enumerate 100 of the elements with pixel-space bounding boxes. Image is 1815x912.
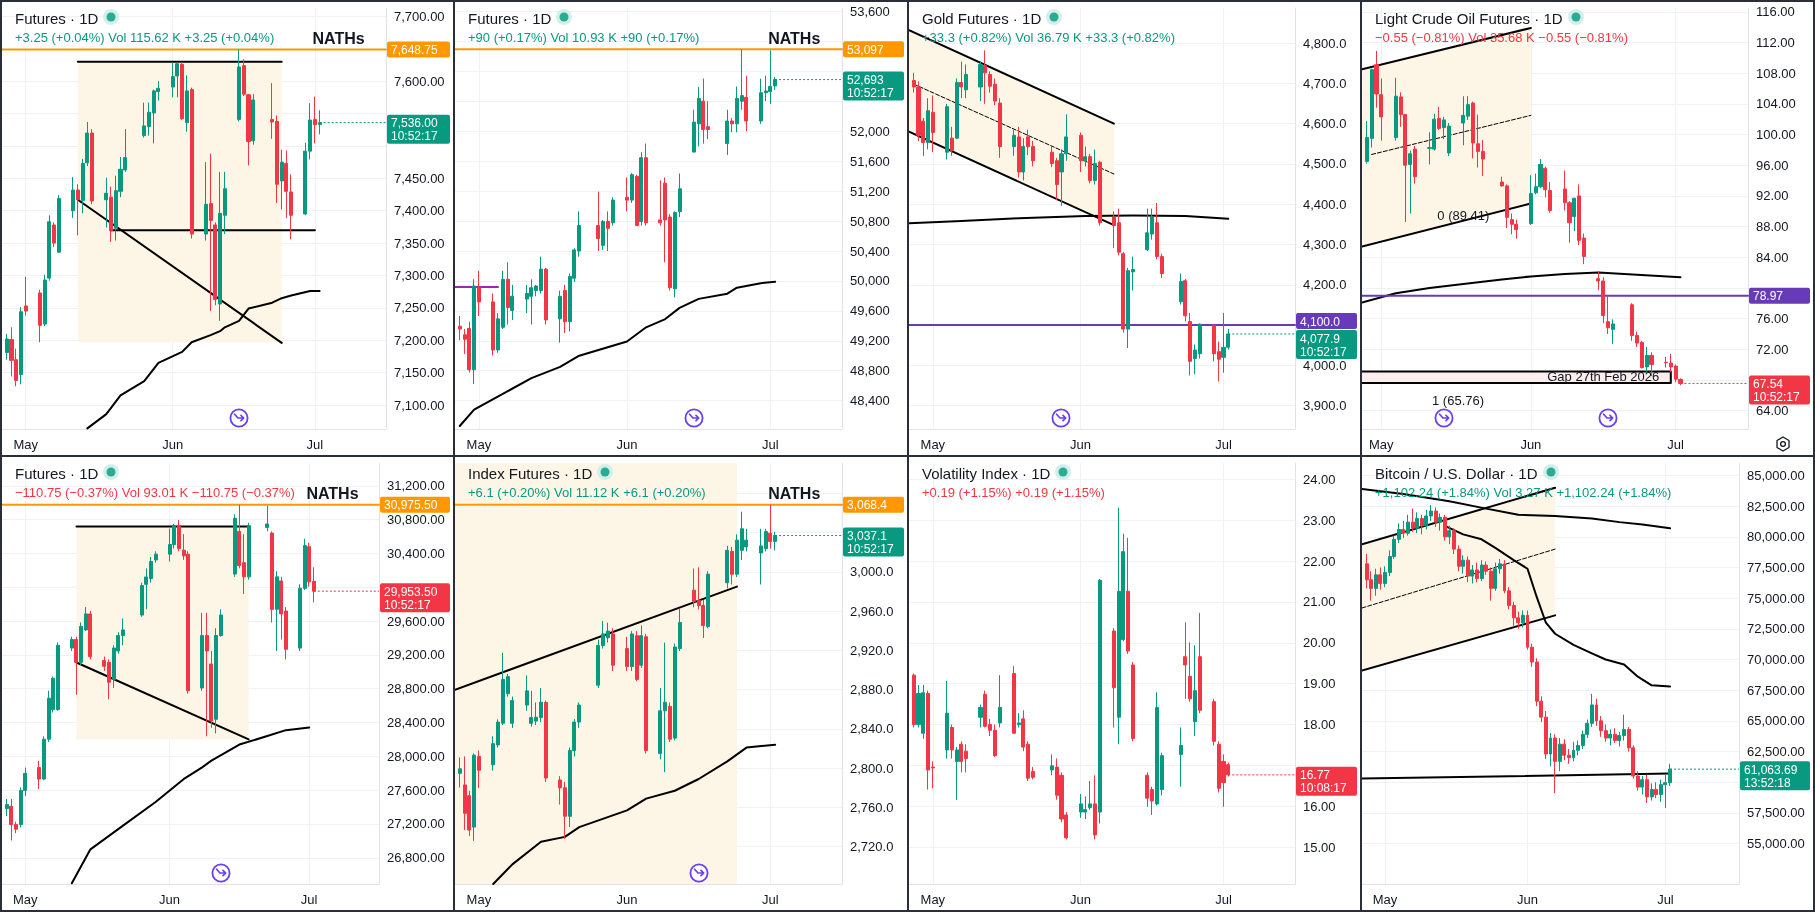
chart-title: Bitcoin / U.S. Dollar · 1D [1375, 465, 1538, 482]
y-tick-label: 2,800.0 [850, 760, 894, 776]
text: −110.75 (−0.37%) Vol 93.01 K −110.75 (−0.37%) [15, 485, 295, 500]
ref-line-label: 3,068.4 [847, 498, 888, 513]
y-tick-label: 51,200 [850, 183, 890, 199]
y-tick-label: 50,400 [850, 243, 890, 259]
y-tick-label: 4,300.0 [1303, 236, 1347, 252]
y-tick-label: 55,000.00 [1747, 836, 1805, 852]
annotation: 7,536.00 10:52:17 [391, 116, 439, 144]
y-tick-label: 49,200 [850, 333, 890, 349]
annotation: 67.54 10:52:17 [1753, 376, 1801, 404]
x-tick-label: Jul [762, 892, 779, 907]
annotation: 16.77 10:08:17 [1300, 768, 1348, 796]
y-tick-label: 4,500.0 [1303, 156, 1347, 172]
y-tick-label: 28,400.00 [387, 715, 445, 731]
x-tick-label: May [466, 437, 492, 452]
x-tick-label: Jul [300, 892, 318, 907]
y-tick-label: 15.00 [1303, 839, 1336, 855]
y-tick-label: 77,500.00 [1747, 560, 1805, 576]
text: +6.1 (+0.20%) Vol 11.12 K +6.1 (+0.20%) [468, 485, 706, 500]
y-tick-label: 53,600 [850, 4, 890, 20]
x-tick-label: Jun [1517, 892, 1538, 907]
y-tick-label: 85,000.00 [1747, 468, 1805, 484]
x-tick-label: May [13, 437, 39, 452]
x-tick-label: Jun [616, 892, 638, 907]
y-tick-label: 72.00 [1756, 341, 1789, 357]
y-tick-label: 21.00 [1303, 594, 1336, 610]
chart-title: Volatility Index · 1D [922, 465, 1051, 482]
annotation: 1 (65.76) [1432, 393, 1485, 408]
y-tick-label: 2,720.0 [850, 839, 894, 855]
x-tick-label: Jul [1215, 892, 1232, 907]
y-tick-label: 7,400.00 [394, 203, 445, 219]
annotation: 3,037.1 10:52:17 [847, 529, 895, 557]
y-tick-label: 23.00 [1303, 512, 1336, 528]
annotation: NATHs [768, 485, 821, 503]
ref-line-label: 4,100.0 [1300, 314, 1341, 329]
y-tick-label: 80,000.00 [1747, 529, 1805, 545]
x-tick-label: Jul [1215, 437, 1232, 452]
y-tick-label: 4,400.0 [1303, 196, 1347, 212]
y-tick-label: 31,200.00 [387, 478, 445, 494]
y-tick-label: 20.00 [1303, 635, 1336, 651]
y-tick-label: 22.00 [1303, 553, 1336, 569]
y-tick-label: 88.00 [1756, 219, 1789, 235]
y-tick-label: 2,960.0 [850, 603, 894, 619]
y-tick-label: 29,600.00 [387, 613, 445, 629]
y-tick-label: 104.00 [1756, 96, 1796, 112]
y-tick-label: 24.00 [1303, 471, 1336, 487]
x-tick-label: Jun [159, 892, 181, 907]
y-tick-label: 75,000.00 [1747, 590, 1805, 606]
y-tick-label: 52,000 [850, 123, 890, 139]
y-tick-label: 30,400.00 [387, 545, 445, 561]
y-tick-label: 2,880.0 [850, 682, 894, 698]
x-tick-label: Jul [1657, 892, 1674, 907]
y-tick-label: 51,600 [850, 153, 890, 169]
x-tick-label: Jun [616, 437, 638, 452]
chart-title: Light Crude Oil Futures · 1D [1375, 10, 1563, 27]
y-tick-label: 4,800.0 [1303, 35, 1347, 51]
annotation: 4,077.9 10:52:17 [1300, 331, 1348, 359]
annotation: Gap 27th Feb 2026 [1547, 369, 1660, 385]
chart-title: Gold Futures · 1D [922, 10, 1042, 27]
y-tick-label: 7,200.00 [394, 332, 445, 348]
chart-title: Futures · 1D [468, 10, 552, 27]
annotation: NATHs [306, 485, 359, 503]
y-tick-label: 96.00 [1756, 157, 1789, 173]
y-tick-label: 27,600.00 [387, 782, 445, 798]
y-tick-label: 84.00 [1756, 249, 1789, 265]
y-tick-label: 2,920.0 [850, 642, 894, 658]
text: +3.25 (+0.04%) Vol 115.62 K +3.25 (+0.04%) [15, 30, 275, 45]
x-tick-label: Jul [306, 437, 324, 452]
ref-line-label: 53,097 [847, 42, 885, 57]
ref-line-label: 30,975.50 [384, 498, 438, 513]
ref-line-label: 78.97 [1753, 289, 1784, 304]
y-tick-label: 4,000.0 [1303, 357, 1347, 373]
y-tick-label: 7,150.00 [394, 365, 445, 381]
y-tick-label: 28,000.00 [387, 748, 445, 764]
y-tick-label: 76.00 [1756, 311, 1789, 327]
x-tick-label: Jun [162, 437, 184, 452]
annotation: NATHs [312, 30, 365, 48]
y-tick-label: 108.00 [1756, 65, 1796, 81]
annotation: 61,063.69 13:52:18 [1744, 762, 1798, 790]
y-tick-label: 26,800.00 [387, 850, 445, 866]
x-tick-label: May [1369, 437, 1395, 452]
y-tick-label: 2,760.0 [850, 799, 894, 815]
y-tick-label: 100.00 [1756, 127, 1796, 143]
y-tick-label: 16.00 [1303, 798, 1336, 814]
y-tick-label: 7,100.00 [394, 397, 445, 413]
y-tick-label: 7,300.00 [394, 268, 445, 283]
y-tick-label: 57,500.00 [1747, 805, 1805, 821]
ref-line-label: 7,648.75 [391, 43, 439, 58]
y-tick-label: 4,700.0 [1303, 75, 1347, 91]
y-tick-label: 2,840.0 [850, 721, 894, 737]
y-tick-label: 19.00 [1303, 676, 1336, 692]
x-tick-label: May [1372, 892, 1398, 907]
y-tick-label: 18.00 [1303, 717, 1336, 733]
y-tick-label: 62,500.00 [1747, 744, 1805, 760]
y-tick-label: 67,500.00 [1747, 682, 1805, 698]
text: +0.19 (+1.15%) +0.19 (+1.15%) [922, 485, 1105, 500]
y-tick-label: 30,800.00 [387, 512, 445, 528]
y-tick-label: 27,200.00 [387, 816, 445, 832]
y-tick-label: 70,000.00 [1747, 652, 1805, 668]
